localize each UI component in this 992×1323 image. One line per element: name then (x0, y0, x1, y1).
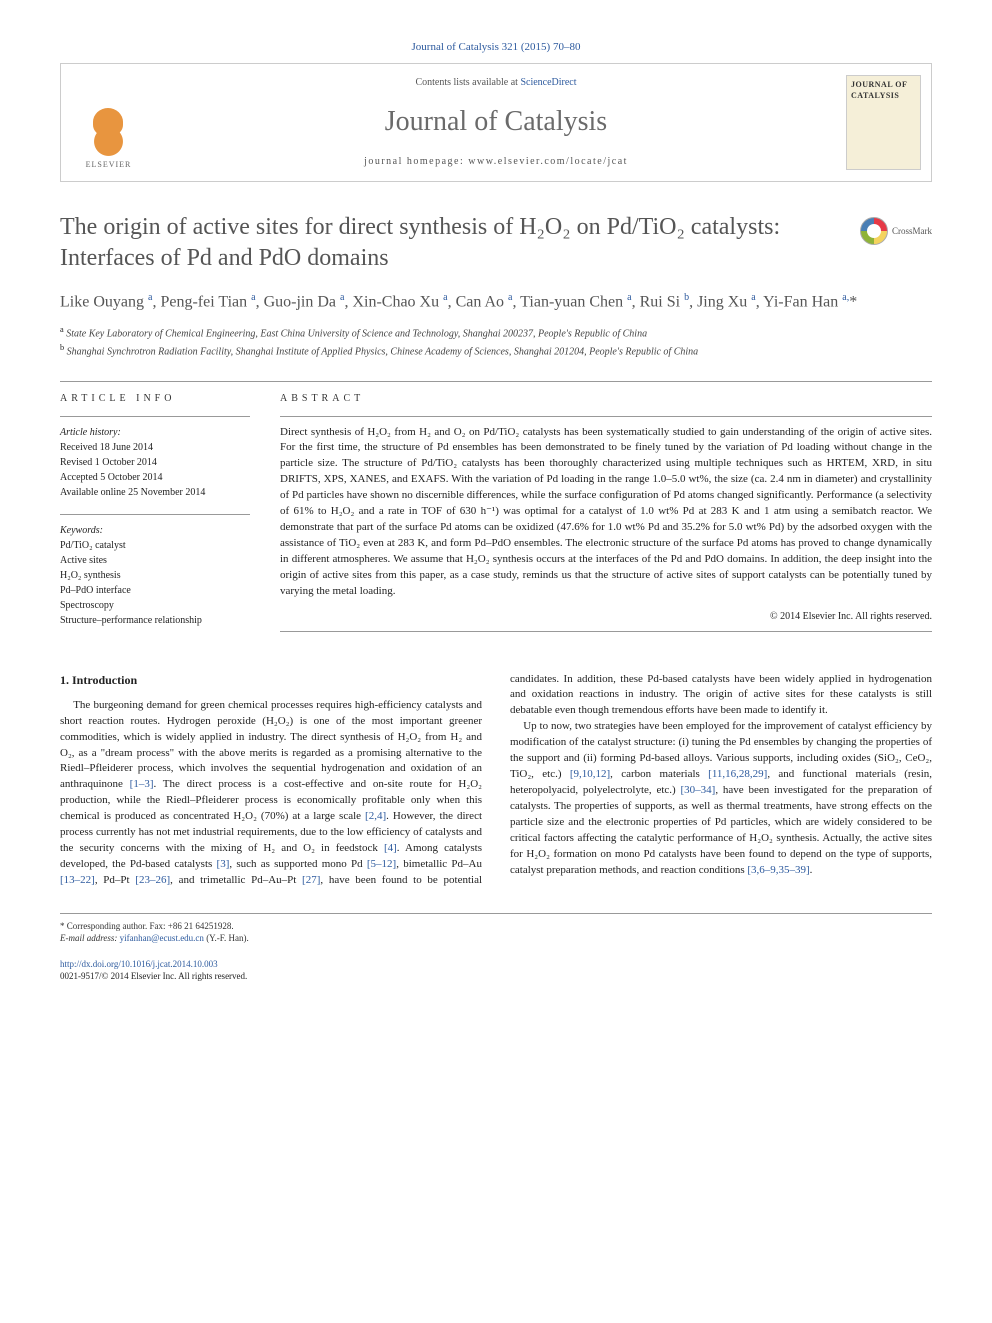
doi-footer: http://dx.doi.org/10.1016/j.jcat.2014.10… (60, 958, 932, 982)
keyword: Pd–PdO interface (60, 583, 250, 598)
keyword: Spectroscopy (60, 598, 250, 613)
section-heading-introduction: 1. Introduction (60, 672, 482, 688)
divider (60, 514, 250, 515)
elsevier-logo[interactable]: ELSEVIER (71, 91, 146, 171)
journal-reference: Journal of Catalysis 321 (2015) 70–80 (60, 40, 932, 55)
elsevier-tree-icon (81, 103, 136, 158)
citation-link[interactable]: [3,6–9,35–39] (747, 864, 809, 876)
contents-prefix: Contents lists available at (415, 77, 520, 88)
corresponding-author-footer: * Corresponding author. Fax: +86 21 6425… (60, 913, 932, 944)
journal-header-box: ELSEVIER Contents lists available at Sci… (60, 63, 932, 182)
abstract-block: ABSTRACT Direct synthesis of H₂O₂ from H… (280, 392, 932, 642)
keyword: Structure–performance relationship (60, 613, 250, 628)
divider (280, 631, 932, 632)
history-accepted: Accepted 5 October 2014 (60, 470, 250, 485)
citation-link[interactable]: [30–34] (681, 784, 716, 796)
citation-link[interactable]: [2,4] (365, 810, 386, 822)
article-title: The origin of active sites for direct sy… (60, 212, 932, 274)
homepage-url[interactable]: www.elsevier.com/locate/jcat (468, 156, 628, 167)
doi-link[interactable]: http://dx.doi.org/10.1016/j.jcat.2014.10… (60, 959, 218, 969)
author-list: Like Ouyang a, Peng-fei Tian a, Guo-jin … (60, 290, 932, 314)
sciencedirect-link[interactable]: ScienceDirect (520, 77, 576, 88)
abstract-copyright: © 2014 Elsevier Inc. All rights reserved… (280, 610, 932, 624)
corresponding-note: * Corresponding author. Fax: +86 21 6425… (60, 920, 932, 932)
keywords-block: Keywords: Pd/TiO₂ catalyst Active sites … (60, 523, 250, 628)
homepage-prefix: journal homepage: (364, 156, 468, 167)
citation-link[interactable]: [1–3] (130, 778, 154, 790)
history-received: Received 18 June 2014 (60, 440, 250, 455)
affiliation-b: b Shanghai Synchrotron Radiation Facilit… (60, 342, 932, 359)
publisher-logo-area: ELSEVIER (61, 64, 156, 181)
citation-link[interactable]: [9,10,12] (570, 768, 610, 780)
crossmark-badge[interactable]: CrossMark (860, 217, 932, 245)
contents-available-line: Contents lists available at ScienceDirec… (156, 76, 836, 90)
affiliations: a State Key Laboratory of Chemical Engin… (60, 324, 932, 359)
journal-homepage: journal homepage: www.elsevier.com/locat… (156, 155, 836, 169)
publisher-name: ELSEVIER (86, 160, 132, 171)
email-link[interactable]: yifanhan@ecust.edu.cn (120, 933, 204, 943)
intro-paragraph-2: Up to now, two strategies have been empl… (510, 719, 932, 878)
citation-link[interactable]: [3] (217, 858, 230, 870)
crossmark-label: CrossMark (892, 225, 932, 237)
article-info-header: ARTICLE INFO (60, 392, 250, 406)
cover-thumbnail-area: JOURNAL OF CATALYSIS (836, 64, 931, 181)
keyword: Pd/TiO₂ catalyst (60, 538, 250, 553)
citation-link[interactable]: [23–26] (135, 874, 170, 886)
abstract-text: Direct synthesis of H₂O₂ from H₂ and O₂ … (280, 425, 932, 600)
issn-copyright: 0021-9517/© 2014 Elsevier Inc. All right… (60, 971, 247, 981)
keywords-label: Keywords: (60, 523, 250, 538)
citation-link[interactable]: [4] (384, 842, 397, 854)
journal-title: Journal of Catalysis (156, 103, 836, 141)
history-revised: Revised 1 October 2014 (60, 455, 250, 470)
article-info-sidebar: ARTICLE INFO Article history: Received 1… (60, 392, 250, 642)
keyword: Active sites (60, 553, 250, 568)
article-history: Article history: Received 18 June 2014 R… (60, 425, 250, 500)
citation-link[interactable]: [13–22] (60, 874, 95, 886)
citation-link[interactable]: [11,16,28,29] (708, 768, 767, 780)
article-body: 1. Introduction The burgeoning demand fo… (60, 672, 932, 889)
journal-cover-thumbnail[interactable]: JOURNAL OF CATALYSIS (846, 75, 921, 170)
email-suffix: (Y.-F. Han). (204, 933, 249, 943)
citation-link[interactable]: [5–12] (367, 858, 396, 870)
affiliation-a: a State Key Laboratory of Chemical Engin… (60, 324, 932, 341)
citation-link[interactable]: [27] (302, 874, 320, 886)
email-label: E-mail address: (60, 933, 120, 943)
divider (60, 381, 932, 382)
abstract-header: ABSTRACT (280, 392, 932, 406)
crossmark-icon (860, 217, 888, 245)
keyword: H₂O₂ synthesis (60, 568, 250, 583)
cover-title: JOURNAL OF CATALYSIS (851, 80, 916, 102)
divider (280, 416, 932, 417)
history-label: Article history: (60, 425, 250, 440)
email-line: E-mail address: yifanhan@ecust.edu.cn (Y… (60, 932, 932, 944)
history-online: Available online 25 November 2014 (60, 485, 250, 500)
divider (60, 416, 250, 417)
